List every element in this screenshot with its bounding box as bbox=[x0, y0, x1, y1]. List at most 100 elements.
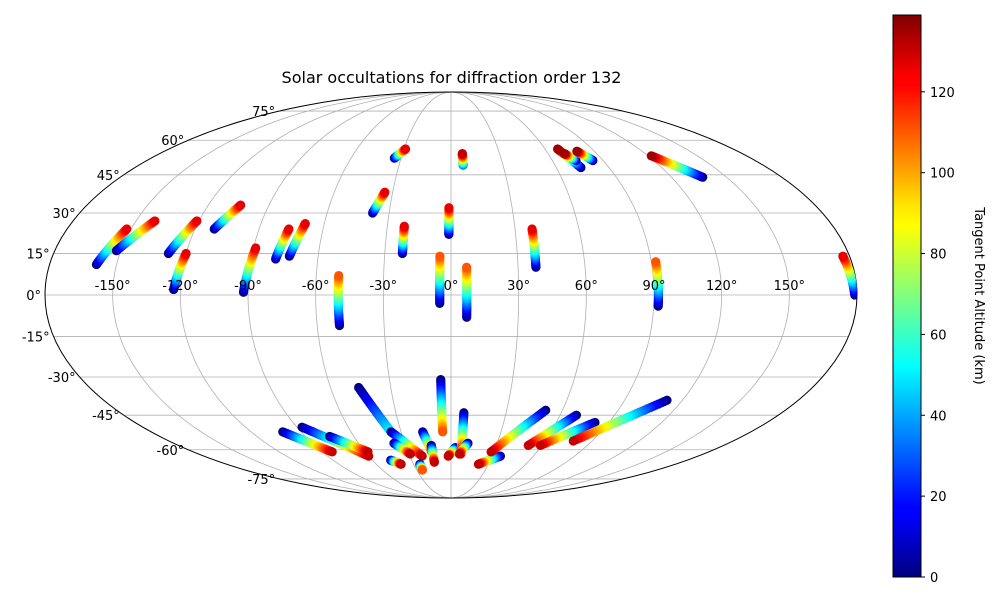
track-point bbox=[334, 270, 344, 281]
track-point bbox=[435, 251, 445, 261]
latitude-tick-label: -60° bbox=[157, 444, 185, 459]
latitude-tick-label: 0° bbox=[26, 289, 41, 304]
track-point bbox=[651, 257, 661, 267]
occultation-track bbox=[572, 146, 598, 166]
track-point bbox=[363, 447, 373, 457]
latitude-labels: 75° 60° 45° 30° 15° 0° -15° -30° -45° -60° -75° bbox=[22, 105, 275, 488]
track-point bbox=[457, 148, 467, 159]
track-point bbox=[438, 427, 448, 437]
colorbar-tick-label: 60 bbox=[930, 328, 947, 343]
longitude-tick-label: 120° bbox=[706, 279, 737, 294]
colorbar-tick-label: 0 bbox=[930, 571, 938, 586]
occultation-track bbox=[389, 438, 415, 459]
colorbar: 0 20 40 60 80 100 120 Tangent Point Altitude (k… bbox=[892, 14, 986, 586]
track-point bbox=[122, 224, 132, 234]
occultation-track bbox=[527, 224, 541, 272]
colorbar-tick-label: 120 bbox=[930, 86, 955, 101]
longitude-tick-label: 60° bbox=[575, 279, 598, 294]
occultation-track bbox=[111, 216, 160, 256]
occultation-track bbox=[473, 451, 505, 469]
occultation-track bbox=[278, 427, 337, 457]
track-point bbox=[150, 216, 160, 226]
colorbar-label: Tangent Point Altitude (km) bbox=[971, 206, 986, 384]
longitude-tick-label: -120° bbox=[162, 279, 198, 294]
occultation-track bbox=[367, 187, 390, 218]
occultation-track bbox=[284, 219, 310, 261]
occultation-track bbox=[436, 375, 448, 437]
track-point bbox=[523, 440, 533, 451]
occultation-tracks bbox=[91, 144, 857, 475]
latitude-tick-label: 15° bbox=[27, 247, 50, 262]
track-point bbox=[417, 465, 428, 475]
longitude-tick-label: -90° bbox=[234, 279, 262, 294]
occultation-track bbox=[397, 221, 409, 259]
graticule bbox=[45, 91, 857, 499]
track-point bbox=[327, 447, 337, 457]
colorbar-gradient bbox=[892, 14, 922, 578]
track-point bbox=[486, 447, 496, 457]
track-point bbox=[181, 248, 191, 259]
longitude-tick-label: -150° bbox=[95, 279, 131, 294]
track-point bbox=[417, 451, 427, 461]
longitude-tick-label: -60° bbox=[302, 279, 330, 294]
track-point bbox=[527, 224, 537, 234]
occultation-track bbox=[444, 203, 454, 239]
track-point bbox=[192, 216, 202, 226]
occultation-track bbox=[651, 257, 664, 311]
track-point bbox=[429, 457, 439, 467]
occultation-track bbox=[462, 262, 472, 322]
track-point bbox=[572, 146, 582, 156]
latitude-tick-label: -45° bbox=[92, 409, 120, 424]
track-point bbox=[444, 203, 454, 213]
latitude-tick-label: -30° bbox=[48, 371, 76, 386]
latitude-tick-label: -15° bbox=[22, 331, 50, 346]
track-point bbox=[284, 224, 294, 234]
occultation-track bbox=[559, 148, 581, 166]
track-point bbox=[454, 449, 465, 459]
track-point bbox=[646, 151, 656, 161]
longitude-tick-label: 0° bbox=[444, 279, 459, 294]
colorbar-tick-label: 100 bbox=[930, 167, 955, 182]
occultation-track bbox=[523, 410, 582, 451]
occultation-track bbox=[209, 200, 246, 234]
occultation-track bbox=[386, 455, 406, 469]
colorbar-tick-label: 40 bbox=[930, 409, 947, 424]
track-point bbox=[443, 451, 453, 461]
occultation-track bbox=[333, 270, 345, 331]
latitude-tick-label: 45° bbox=[97, 169, 120, 184]
track-point bbox=[568, 436, 578, 446]
track-point bbox=[462, 262, 472, 272]
occultation-track bbox=[426, 440, 439, 467]
occultation-track bbox=[238, 243, 261, 297]
occultation-track bbox=[454, 438, 473, 459]
track-point bbox=[552, 144, 563, 154]
occultation-track bbox=[271, 224, 294, 264]
track-point bbox=[399, 221, 409, 231]
track-point bbox=[838, 251, 848, 261]
track-point bbox=[300, 219, 310, 229]
occultation-track bbox=[486, 405, 551, 457]
track-point bbox=[559, 148, 569, 159]
track-point bbox=[396, 459, 406, 469]
track-point bbox=[236, 200, 246, 210]
colorbar-tick-label: 20 bbox=[930, 490, 947, 505]
occultation-track bbox=[325, 431, 373, 457]
latitude-tick-label: 30° bbox=[53, 207, 76, 222]
occultation-track bbox=[169, 248, 191, 295]
occultation-track bbox=[415, 459, 428, 475]
occultation-track bbox=[535, 417, 600, 451]
track-point bbox=[251, 243, 261, 253]
latitude-tick-label: -75° bbox=[247, 473, 275, 488]
longitude-tick-label: 30° bbox=[507, 279, 530, 294]
occultation-track bbox=[435, 251, 445, 308]
occultation-track bbox=[838, 251, 857, 300]
track-point bbox=[380, 187, 390, 197]
chart-title: Solar occultations for diffraction order… bbox=[281, 68, 622, 87]
track-point bbox=[535, 440, 545, 451]
occultation-track bbox=[568, 395, 672, 446]
longitude-tick-label: -30° bbox=[369, 279, 397, 294]
occultation-track bbox=[91, 224, 132, 270]
longitude-tick-label: 90° bbox=[642, 279, 665, 294]
occultation-track bbox=[389, 144, 411, 163]
